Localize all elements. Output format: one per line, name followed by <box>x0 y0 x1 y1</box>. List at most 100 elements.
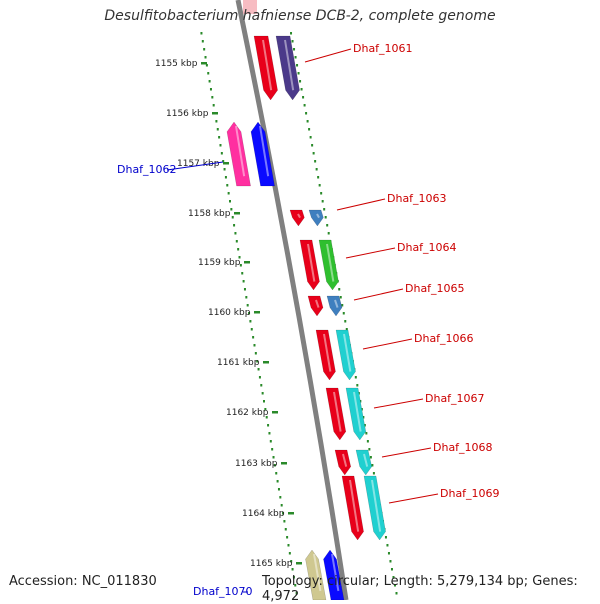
gene-arrow-dhaf-1066-b[interactable] <box>335 329 356 381</box>
scale-dot <box>246 304 249 307</box>
gene-label[interactable]: Dhaf_1067 <box>425 392 485 405</box>
gene-leader-line <box>166 161 224 171</box>
gene-arrow-dhaf-1062[interactable] <box>226 121 251 187</box>
scale-dot <box>320 192 323 195</box>
scale-dot <box>269 440 272 443</box>
scale-dot <box>245 296 248 299</box>
gene-arrow-dhaf-1064-b[interactable] <box>318 239 339 291</box>
scale-label: 1162 kbp <box>226 408 269 418</box>
gene-label[interactable]: Dhaf_1061 <box>353 42 413 55</box>
gene-arrow-dhaf-1061[interactable] <box>253 35 278 101</box>
scale-dot <box>277 488 280 491</box>
scale-dot <box>309 136 312 139</box>
scale-label: 1159 kbp <box>198 258 241 268</box>
scale-dot <box>338 288 341 291</box>
scale-dot <box>253 344 256 347</box>
scale-dot <box>293 48 296 51</box>
gene-label[interactable]: Dhaf_1065 <box>405 282 465 295</box>
scale-dot <box>258 376 261 379</box>
scale-dot <box>280 504 283 507</box>
gene-label[interactable]: Dhaf_1070 <box>193 585 253 598</box>
gene-label[interactable]: Dhaf_1066 <box>414 332 474 345</box>
gene-leader-line <box>336 198 386 211</box>
scale-tick <box>263 361 269 364</box>
scale-dot <box>252 336 255 339</box>
scale-dot <box>224 176 227 179</box>
scale-dot <box>368 448 371 451</box>
gene-arrow-dhaf-1068[interactable] <box>334 449 352 476</box>
scale-dot <box>308 128 311 131</box>
scale-label: 1156 kbp <box>166 109 209 119</box>
scale-dot <box>299 80 302 83</box>
gene-arrow-dhaf-1067-b[interactable] <box>345 387 367 441</box>
scale-dot <box>282 512 285 515</box>
gene-arrow-dhaf-1069[interactable] <box>341 475 364 541</box>
gene-arrow-dhaf-1062-b[interactable] <box>250 121 275 187</box>
scale-dot <box>234 232 237 235</box>
gene-arrow-dhaf-1063[interactable] <box>289 209 305 227</box>
scale-dot <box>239 264 242 267</box>
scale-dot <box>276 480 279 483</box>
scale-dot <box>223 168 226 171</box>
scale-dot <box>207 72 210 75</box>
scale-dot <box>204 56 207 59</box>
scale-dot <box>238 256 241 259</box>
gene-label[interactable]: Dhaf_1068 <box>433 441 493 454</box>
scale-dot <box>392 576 395 579</box>
scale-dot <box>318 184 321 187</box>
scale-dot <box>254 352 257 355</box>
scale-dot <box>211 96 214 99</box>
gene-label[interactable]: Dhaf_1063 <box>387 192 447 205</box>
scale-dot <box>339 296 342 299</box>
gene-arrow-dhaf-1064[interactable] <box>299 239 320 291</box>
scale-dot <box>344 320 347 323</box>
scale-dot <box>209 88 212 91</box>
scale-tick <box>296 562 302 565</box>
scale-dot <box>200 32 203 35</box>
scale-dot <box>233 224 236 227</box>
scale-label: 1161 kbp <box>217 358 260 368</box>
scale-dot <box>290 32 293 35</box>
scale-dot <box>263 400 265 403</box>
scale-dot <box>323 208 326 211</box>
scale-tick <box>234 212 240 215</box>
scale-dot <box>215 120 218 123</box>
scale-dot <box>208 80 211 83</box>
gene-arrow-dhaf-1065-b[interactable] <box>326 295 343 317</box>
scale-dot <box>229 200 231 203</box>
gene-arrow-dhaf-1068-b[interactable] <box>355 449 373 476</box>
scale-dot <box>250 328 253 331</box>
gene-arrow-dhaf-1063-b[interactable] <box>308 209 324 227</box>
gene-label[interactable]: Dhaf_1062 <box>117 163 177 176</box>
gene-leader-line <box>373 398 424 409</box>
scale-dot <box>341 304 344 307</box>
scale-label: 1164 kbp <box>242 509 285 519</box>
gene-arrow-dhaf-1069-b[interactable] <box>363 475 386 541</box>
gene-arrow-dhaf-1061-b[interactable] <box>275 35 300 101</box>
gene-label[interactable]: Dhaf_1064 <box>397 241 457 254</box>
scale-dot <box>248 312 251 315</box>
scale-dot <box>390 568 393 571</box>
scale-dot <box>389 560 392 563</box>
scale-dot <box>212 104 215 107</box>
scale-dot <box>286 536 289 539</box>
scale-dot <box>294 584 297 587</box>
scale-dot <box>226 184 229 187</box>
scale-dot <box>311 144 314 147</box>
gene-leader-line <box>388 493 439 504</box>
map-title: Desulfitobacterium hafniense DCB-2, comp… <box>104 8 496 24</box>
gene-arrow-dhaf-1066[interactable] <box>315 329 336 381</box>
gene-arrow-dhaf-1067[interactable] <box>325 387 347 441</box>
scale-dot <box>230 208 233 211</box>
scale-dot <box>371 464 374 467</box>
scale-label: 1155 kbp <box>155 59 198 69</box>
scale-dot <box>203 48 206 51</box>
gene-label[interactable]: Dhaf_1069 <box>440 487 500 500</box>
scale-dot <box>295 592 298 595</box>
scale-dot <box>267 424 270 427</box>
scale-dot <box>303 104 306 107</box>
gene-arrow-dhaf-1065[interactable] <box>307 295 324 317</box>
scale-dot <box>261 392 264 395</box>
scale-dot <box>305 112 308 115</box>
scale-dot <box>393 584 396 587</box>
